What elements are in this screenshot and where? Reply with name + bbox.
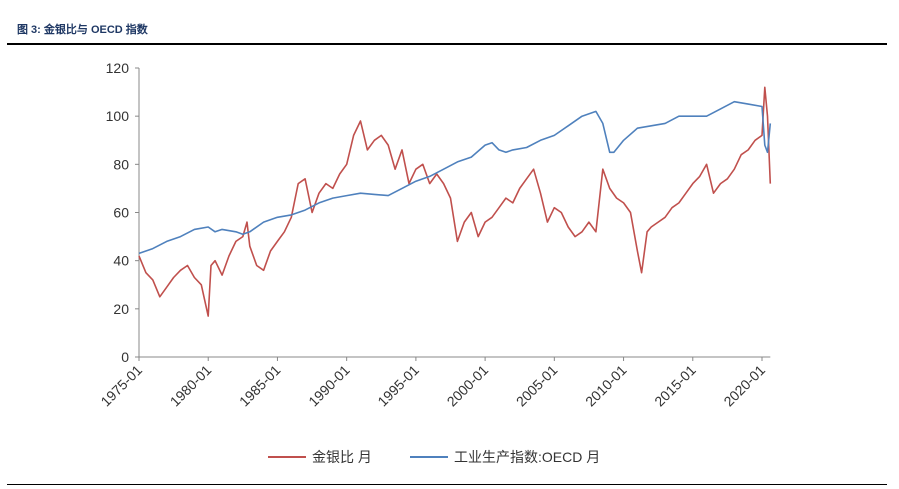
y-tick-label: 100 bbox=[106, 108, 130, 124]
top-rule bbox=[7, 43, 887, 45]
y-tick-label: 20 bbox=[113, 301, 129, 317]
x-tick-label: 2015-01 bbox=[651, 362, 699, 410]
y-tick-label: 40 bbox=[113, 253, 129, 269]
series-line-oecd bbox=[138, 100, 772, 255]
figure-title: 图 3: 金银比与 OECD 指数 bbox=[17, 24, 148, 36]
y-tick-label: 60 bbox=[113, 205, 129, 221]
x-tick-label: 1975-01 bbox=[97, 362, 145, 410]
bottom-rule bbox=[7, 484, 887, 485]
x-tick-label: 2005-01 bbox=[513, 362, 561, 410]
x-tick-label: 1995-01 bbox=[374, 362, 422, 410]
x-tick-label: 1985-01 bbox=[236, 362, 284, 410]
y-tick-label: 0 bbox=[121, 349, 129, 365]
x-tick-label: 2020-01 bbox=[720, 362, 768, 410]
legend-label: 工业生产指数:OECD 月 bbox=[454, 449, 600, 465]
x-tick-label: 2010-01 bbox=[582, 362, 630, 410]
x-tick-label: 1990-01 bbox=[305, 362, 353, 410]
x-tick-label: 2000-01 bbox=[444, 362, 492, 410]
legend-label: 金银比 月 bbox=[312, 449, 372, 465]
x-tick-label: 1980-01 bbox=[167, 362, 215, 410]
series-line-gold-silver-ratio bbox=[138, 86, 772, 317]
y-tick-label: 120 bbox=[106, 60, 130, 76]
y-tick-label: 80 bbox=[113, 156, 129, 172]
